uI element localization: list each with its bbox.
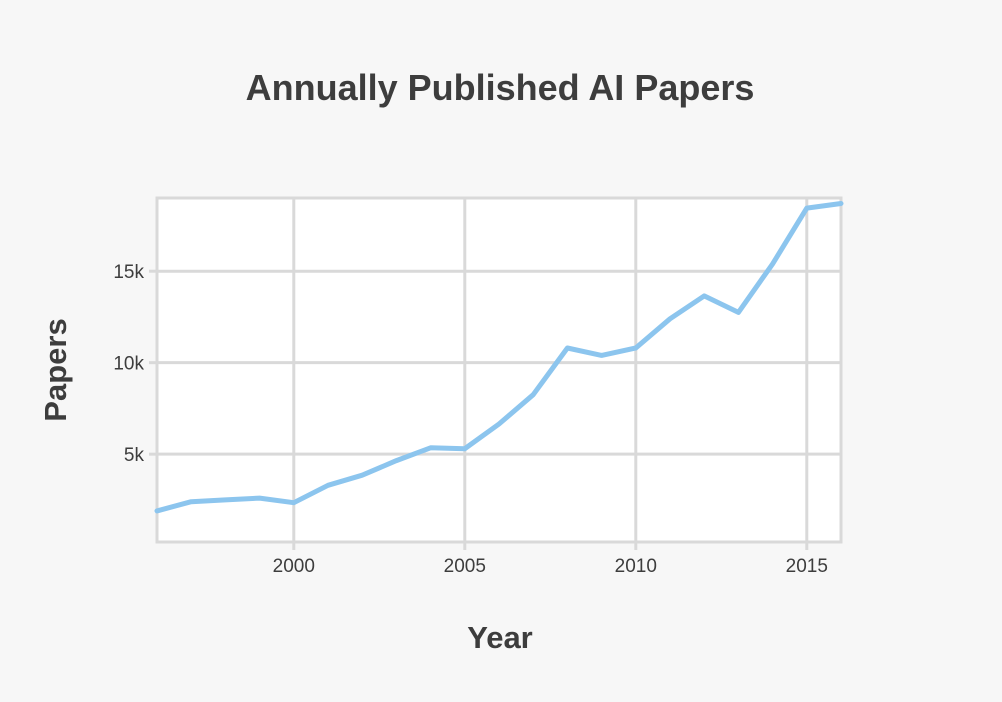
x-tick-label: 2010 [615, 556, 657, 577]
x-tick-label: 2005 [444, 556, 486, 577]
x-tick-label: 2015 [786, 556, 828, 577]
series-lines [154, 201, 844, 514]
x-tick-label: 2000 [273, 556, 315, 577]
x-axis-label: Year [467, 620, 533, 655]
y-axis-label: Papers [38, 318, 73, 421]
y-tick-label: 10k [113, 354, 144, 375]
y-tick-label: 15k [113, 262, 144, 283]
tick-labels: 2000 2005 2010 2015 5k 10k 15k [113, 262, 828, 577]
grid-lines [149, 198, 841, 550]
plot-area [155, 196, 843, 544]
chart-title: Annually Published AI Papers [246, 67, 755, 108]
y-tick-label: 5k [124, 445, 145, 466]
series-line [154, 201, 844, 514]
